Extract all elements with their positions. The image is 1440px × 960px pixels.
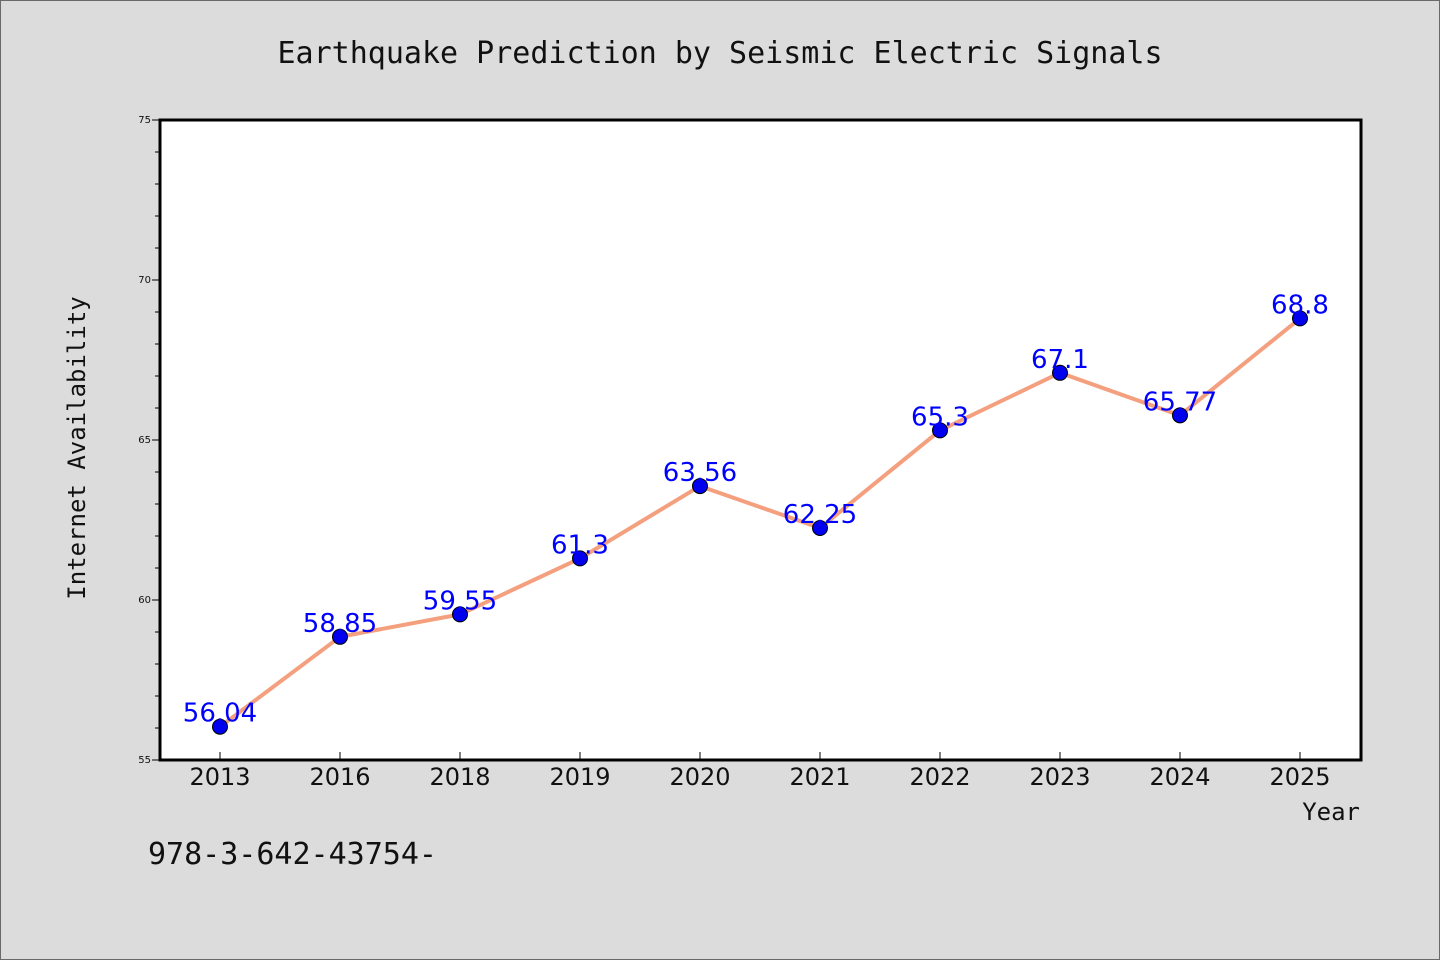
plot-border [158,118,1363,762]
data-label: 67.1 [1031,345,1089,375]
y-tick-label: 75 [138,115,151,126]
plot-area [160,120,1361,760]
data-point [812,520,828,536]
series-group [212,310,1308,735]
data-point [1292,310,1308,327]
data-point [932,422,948,439]
data-point [1172,407,1188,424]
data-label: 65.3 [911,402,969,432]
data-point [332,628,348,645]
x-tick-label: 2019 [549,763,610,791]
x-tick-label: 2013 [189,763,250,791]
y-axis-title: Internet Availability [63,296,91,599]
data-labels: 56.04 58.85 59.55 61.3 63.56 62.25 65.3 67.1 65.… [183,290,1329,728]
x-axis: 2013 2016 2018 2019 2020 2021 2022 2023 2024 2025 [189,752,1331,791]
data-point [572,550,588,567]
data-label: 68.8 [1271,290,1329,320]
x-tick-label: 2020 [669,763,730,791]
y-tick-label: 70 [138,275,151,286]
data-label: 58.85 [303,609,377,639]
x-tick-label: 2016 [309,763,370,791]
data-point [1052,364,1068,381]
footer-text: 978-3-642-43754- [148,837,437,872]
data-label: 62.25 [783,500,857,530]
data-point [452,606,468,623]
data-point [212,718,228,735]
x-tick-label: 2021 [789,763,850,791]
x-tick-label: 2022 [909,763,970,791]
chart-title: Earthquake Prediction by Seismic Electri… [277,36,1162,71]
x-tick-label: 2024 [1149,763,1210,791]
data-label: 59.55 [423,586,497,616]
x-axis-title: Year [1302,798,1360,826]
data-label: 65.77 [1143,387,1217,417]
y-tick-label: 65 [138,435,151,446]
series-line [218,316,1302,729]
y-axis: 55 60 65 70 75 [138,115,160,766]
data-label: 56.04 [183,699,257,729]
data-label: 61.3 [551,530,609,560]
data-point [692,478,708,495]
data-label: 63.56 [663,458,737,488]
x-tick-label: 2025 [1269,763,1330,791]
y-tick-label: 55 [138,755,151,766]
y-tick-label: 60 [138,595,151,606]
x-tick-label: 2023 [1029,763,1090,791]
x-tick-label: 2018 [429,763,490,791]
